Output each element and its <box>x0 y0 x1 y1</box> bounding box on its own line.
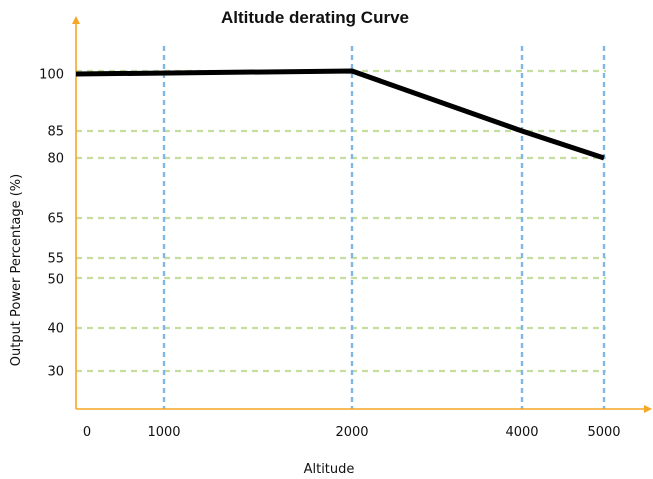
x-axis-arrow-icon <box>644 405 652 413</box>
y-axis-label: Output Power Percentage (%) <box>9 174 24 367</box>
y-tick-label: 55 <box>47 252 64 267</box>
x-tick-label: 5000 <box>587 425 620 440</box>
y-tick-label: 50 <box>47 273 64 288</box>
chart-title: Altitude derating Curve <box>221 8 409 27</box>
x-axis-label: Altitude <box>304 462 355 477</box>
x-tick-label: 0 <box>83 425 91 440</box>
y-tick-label: 65 <box>47 212 64 227</box>
series-line <box>75 68 605 161</box>
y-tick-label: 100 <box>39 68 64 83</box>
y-axis-arrow-icon <box>72 16 80 24</box>
y-tick-label: 80 <box>47 152 64 167</box>
y-tick-label: 40 <box>47 322 64 337</box>
y-tick-label: 30 <box>47 365 64 380</box>
x-tick-label: 4000 <box>505 425 538 440</box>
x-tick-label: 1000 <box>147 425 180 440</box>
x-tick-label: 2000 <box>335 425 368 440</box>
y-tick-label: 85 <box>47 125 64 140</box>
